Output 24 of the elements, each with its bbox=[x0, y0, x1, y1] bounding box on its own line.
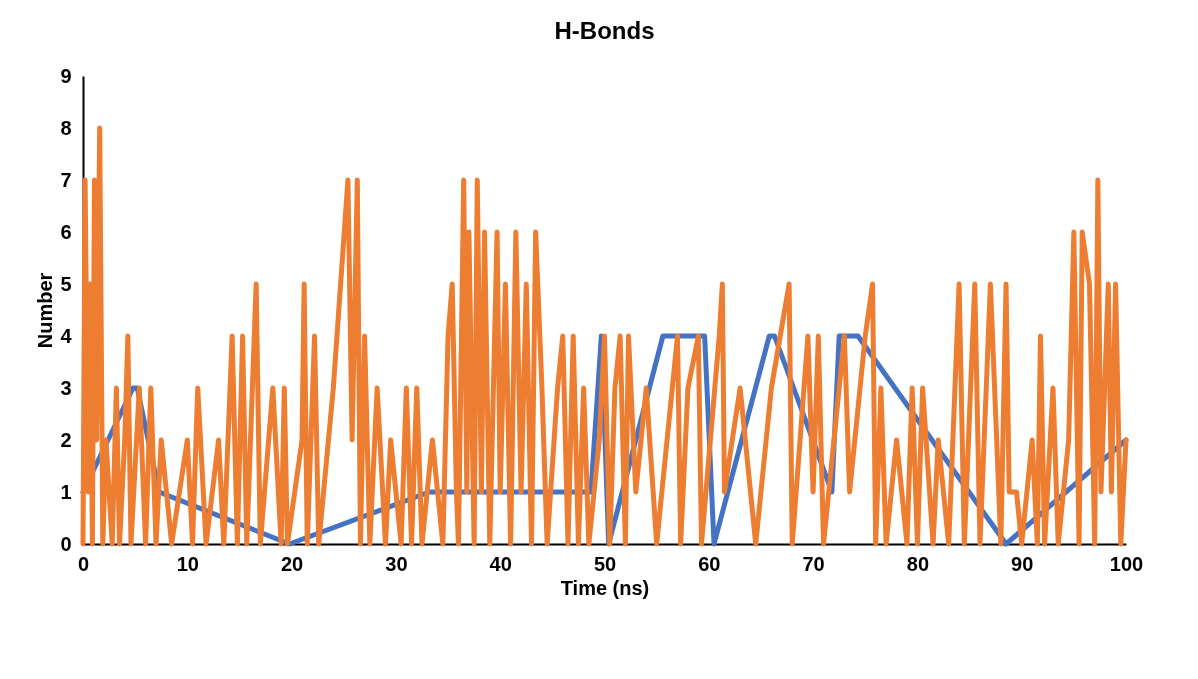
y-tick-label: 2 bbox=[60, 428, 72, 451]
chart-title: H-Bonds bbox=[554, 17, 655, 44]
y-axis-title: Number bbox=[34, 272, 57, 349]
y-tick-label: 9 bbox=[60, 64, 72, 87]
y-tick-label: 4 bbox=[60, 324, 73, 347]
x-tick-label: 70 bbox=[802, 552, 825, 575]
x-tick-label: 20 bbox=[280, 552, 304, 575]
y-tick-label: 7 bbox=[60, 168, 72, 191]
x-axis-title: Time (ns) bbox=[560, 576, 650, 599]
y-tick-label: 0 bbox=[60, 532, 72, 555]
y-tick-label: 5 bbox=[60, 272, 72, 295]
x-tick-label: 0 bbox=[77, 552, 90, 575]
y-tick-label: 6 bbox=[60, 220, 72, 243]
x-tick-label: 40 bbox=[489, 552, 512, 575]
x-tick-label: 100 bbox=[1109, 552, 1144, 575]
x-tick-label: 50 bbox=[593, 552, 617, 575]
y-tick-label: 1 bbox=[60, 480, 72, 503]
x-tick-label: 90 bbox=[1011, 552, 1034, 575]
x-tick-label: 80 bbox=[906, 552, 930, 575]
y-tick-label: 3 bbox=[60, 376, 72, 399]
x-tick-label: 10 bbox=[176, 552, 199, 575]
x-tick-label: 60 bbox=[698, 552, 721, 575]
y-tick-label: 8 bbox=[60, 116, 72, 139]
x-tick-label: 30 bbox=[385, 552, 408, 575]
